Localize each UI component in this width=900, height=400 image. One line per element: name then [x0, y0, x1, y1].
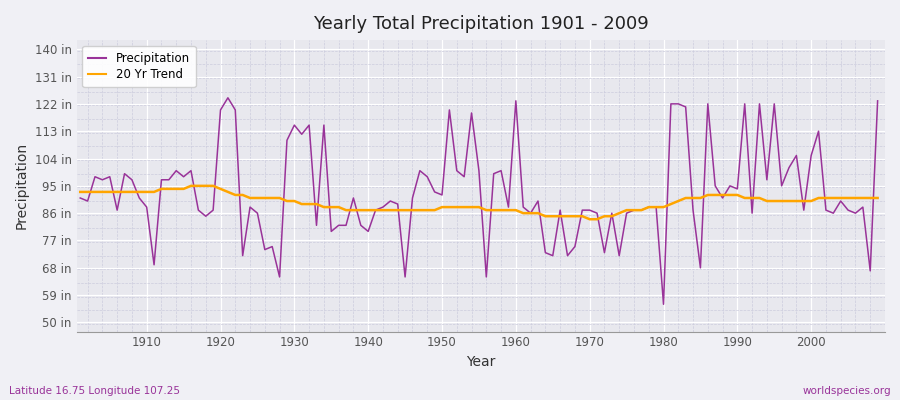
Legend: Precipitation, 20 Yr Trend: Precipitation, 20 Yr Trend — [83, 46, 195, 87]
Text: Latitude 16.75 Longitude 107.25: Latitude 16.75 Longitude 107.25 — [9, 386, 180, 396]
Y-axis label: Precipitation: Precipitation — [15, 142, 29, 230]
X-axis label: Year: Year — [466, 355, 496, 369]
Title: Yearly Total Precipitation 1901 - 2009: Yearly Total Precipitation 1901 - 2009 — [313, 15, 649, 33]
Text: worldspecies.org: worldspecies.org — [803, 386, 891, 396]
